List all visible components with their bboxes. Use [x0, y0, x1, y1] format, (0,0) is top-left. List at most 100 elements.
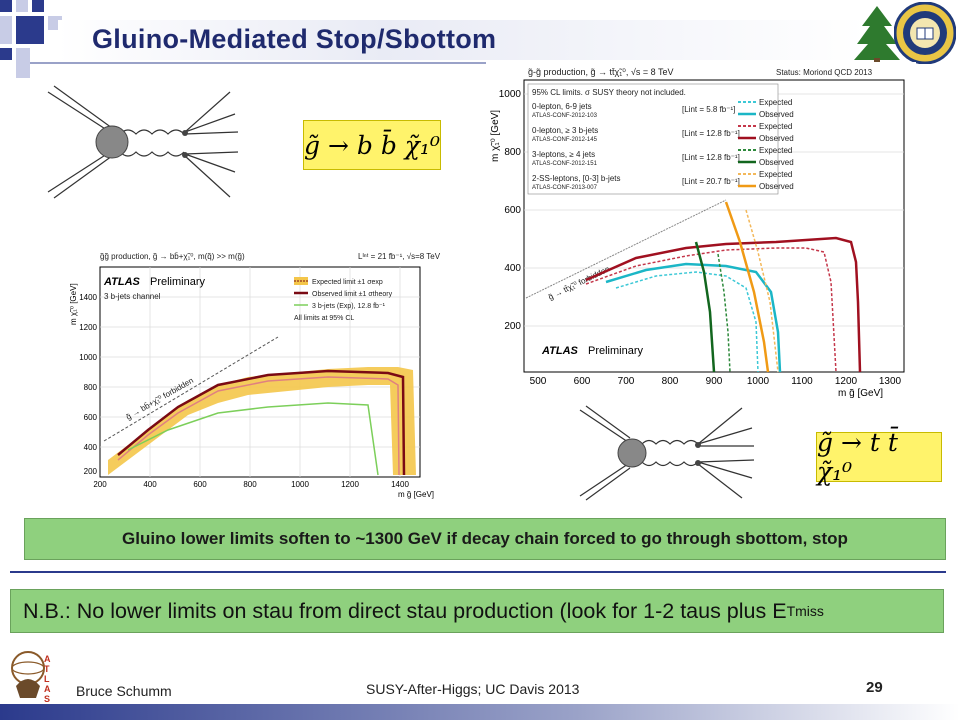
svg-text:T: T — [44, 664, 50, 674]
page-number: 29 — [866, 679, 883, 696]
left-ylabel: m χ̃₁⁰ [GeV] — [69, 283, 78, 325]
left-ytick: 600 — [84, 413, 98, 422]
right-legend-row-lumi: [Lint = 12.8 fb⁻¹] — [682, 129, 740, 138]
feynman-diagram-stop — [579, 405, 755, 501]
right-legend-row-ref: ATLAS-CONF-2012-151 — [532, 161, 598, 167]
formula-sbottom: g̃ → b b̄ χ̃₁⁰ — [303, 120, 441, 170]
right-legend-row-lumi: [Lint = 12.8 fb⁻¹] — [682, 153, 740, 162]
right-xtick: 500 — [530, 376, 547, 387]
right-xtick: 1000 — [747, 376, 770, 387]
left-ytick: 1400 — [79, 293, 97, 302]
left-ytick: 400 — [84, 443, 98, 452]
left-xtick: 800 — [243, 480, 257, 489]
left-xtick: 1200 — [341, 480, 359, 489]
corner-square — [32, 0, 44, 12]
title-underline — [30, 62, 860, 64]
right-legend-label: Observed — [759, 182, 794, 191]
left-plot-lumi: Lᴵⁿᵗ = 21 fb⁻¹, √s=8 TeV — [358, 252, 441, 261]
right-atlas-label: ATLAS — [541, 345, 579, 357]
left-ytick: 1000 — [79, 353, 97, 362]
right-legend-row-lumi: [Lint = 20.7 fb⁻¹] — [682, 177, 740, 186]
left-xtick: 1400 — [391, 480, 409, 489]
university-seal-logo — [894, 2, 956, 64]
right-legend-row-lumi: [Lint = 5.8 fb⁻¹] — [682, 105, 735, 114]
left-channel-label: 3 b-jets channel — [104, 292, 161, 301]
note-text: N.B.: No lower limits on stau from direc… — [23, 598, 787, 623]
right-xtick: 900 — [706, 376, 723, 387]
footer-author: Bruce Schumm — [76, 683, 172, 699]
right-ylabel: m χ̃₁⁰ [GeV] — [490, 110, 501, 162]
formula-stop: g̃ → t t̄ χ̃₁⁰ — [816, 428, 942, 486]
page-title: Gluino-Mediated Stop/Sbottom — [92, 24, 497, 54]
left-ytick: 1200 — [79, 323, 97, 332]
left-atlas-label: ATLAS — [103, 276, 141, 288]
left-preliminary-label: Preliminary — [150, 276, 206, 288]
left-ytick: 200 — [84, 467, 98, 476]
right-legend-row-ref: ATLAS-CONF-2012-103 — [532, 113, 598, 119]
left-plot-header: g̃g̃ production, g̃ → bb̄+χ̃₁⁰, m(q̃) >>… — [100, 252, 245, 261]
right-xtick: 800 — [662, 376, 679, 387]
note-subscript: T — [786, 603, 796, 619]
right-ytick: 800 — [504, 147, 521, 158]
left-xtick: 1000 — [291, 480, 309, 489]
right-legend-label: Observed — [759, 158, 794, 167]
right-legend-row-title: 0-lepton, 6-9 jets — [532, 102, 592, 111]
right-plot-header: g̃-g̃ production, g̃ → tt̄χ̃₁⁰, √s = 8 T… — [528, 67, 674, 77]
right-xtick: 1200 — [835, 376, 858, 387]
left-legend-item: 3 b-jets (Exp), 12.8 fb⁻¹ — [312, 303, 386, 310]
right-legend-label: Expected — [759, 146, 792, 155]
right-ytick: 1000 — [499, 89, 522, 100]
left-exclusion-plot: g̃g̃ production, g̃ → bb̄+χ̃₁⁰, m(q̃) >>… — [68, 245, 452, 499]
right-legend-row-title: 0-lepton, ≥ 3 b-jets — [532, 126, 598, 135]
atlas-logo: A T L A S — [11, 651, 51, 702]
left-xtick: 600 — [193, 480, 207, 489]
caption-box: Gluino lower limits soften to ~1300 GeV … — [24, 518, 946, 560]
corner-square — [0, 16, 12, 44]
right-legend-label: Expected — [759, 170, 792, 179]
corner-square — [16, 16, 44, 44]
right-xtick: 1100 — [791, 376, 813, 387]
right-legend-row-title: 2-SS-leptons, [0-3] b-jets — [532, 174, 620, 183]
right-xtick: 700 — [618, 376, 635, 387]
right-ytick: 200 — [504, 321, 521, 332]
footer-center: SUSY-After-Higgs; UC Davis 2013 — [366, 681, 580, 697]
right-legend-row-ref: ATLAS-CONF-2012-145 — [532, 137, 598, 143]
right-plot-status: Status: Moriond QCD 2013 — [776, 68, 873, 77]
right-legend-label: Observed — [759, 110, 794, 119]
svg-text:S: S — [44, 694, 50, 702]
note-box: N.B.: No lower limits on stau from direc… — [10, 589, 944, 633]
corner-square — [0, 48, 12, 60]
right-xtick: 1300 — [879, 376, 902, 387]
right-preliminary-label: Preliminary — [588, 345, 644, 357]
svg-text:A: A — [44, 684, 51, 694]
left-xtick: 200 — [93, 480, 107, 489]
corner-square — [0, 0, 12, 12]
corner-square — [16, 0, 28, 12]
footer-bar — [0, 704, 960, 720]
left-legend-item: Observed limit ±1 σtheory — [312, 291, 393, 298]
corner-square — [16, 48, 30, 78]
feynman-diagram-sbottom — [47, 85, 239, 199]
right-legend-label: Observed — [759, 134, 794, 143]
title-bar — [58, 20, 868, 60]
right-ytick: 600 — [504, 205, 521, 216]
left-xtick: 400 — [143, 480, 157, 489]
right-legend-row-ref: ATLAS-CONF-2013-007 — [532, 185, 598, 191]
right-ytick: 400 — [504, 263, 521, 274]
right-cl-note: 95% CL limits. σ SUSY theory not include… — [532, 88, 686, 97]
right-xlabel: m g̃ [GeV] — [838, 388, 883, 398]
right-legend-label: Expected — [759, 98, 792, 107]
note-superscript: miss — [795, 603, 824, 619]
caption-text: Gluino lower limits soften to ~1300 GeV … — [122, 529, 848, 548]
svg-text:L: L — [44, 674, 50, 684]
left-xlabel: m g̃ [GeV] — [398, 490, 434, 499]
svg-text:A: A — [44, 654, 51, 664]
left-legend-item: All limits at 95% CL — [294, 315, 354, 322]
right-xtick: 600 — [574, 376, 591, 387]
left-ytick: 800 — [84, 383, 98, 392]
right-legend-row-title: 3-leptons, ≥ 4 jets — [532, 150, 595, 159]
separator-line — [10, 571, 946, 573]
right-exclusion-plot: g̃-g̃ production, g̃ → tt̄χ̃₁⁰, √s = 8 T… — [486, 62, 916, 398]
right-legend-label: Expected — [759, 122, 792, 131]
left-legend-item: Expected limit ±1 σexp — [312, 279, 383, 286]
